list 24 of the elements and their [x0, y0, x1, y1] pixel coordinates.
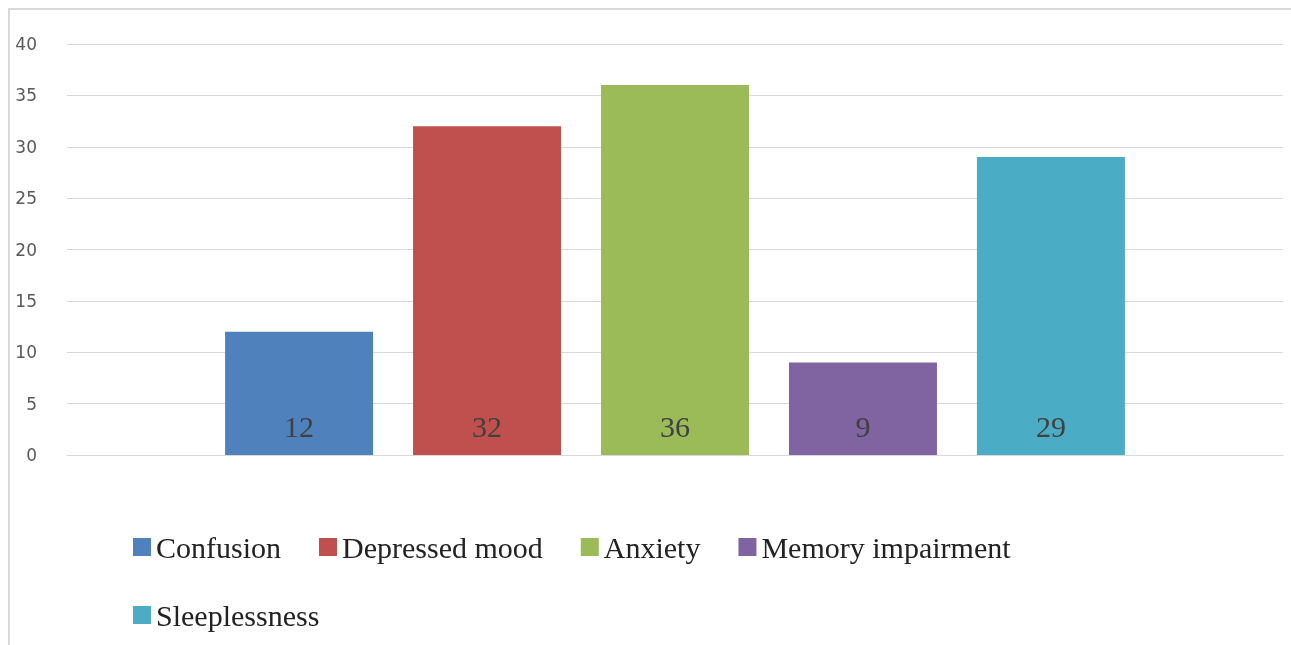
- y-tick-label: 40: [15, 34, 37, 54]
- bar: [601, 85, 749, 455]
- bar: [225, 331, 374, 455]
- y-tick-label: 5: [26, 393, 37, 414]
- bar: [976, 157, 1125, 455]
- bar: [413, 126, 562, 455]
- y-tick-label: 15: [15, 290, 37, 311]
- legend-label: Sleeplessness: [156, 598, 320, 632]
- data-label: 36: [660, 409, 690, 443]
- bar: [788, 362, 937, 455]
- y-tick-label: 10: [15, 342, 37, 363]
- legend-label: Memory impairment: [761, 530, 1012, 564]
- data-label: 32: [472, 409, 503, 443]
- data-label: 29: [1035, 409, 1066, 443]
- data-label: 9: [855, 409, 871, 443]
- y-tick-label: 20: [15, 239, 37, 260]
- y-tick-label: 25: [15, 188, 37, 209]
- y-tick-label: 0: [26, 445, 37, 465]
- y-tick-label: 30: [15, 136, 37, 157]
- data-label: 12: [284, 409, 315, 443]
- y-tick-label: 35: [15, 85, 37, 106]
- legend-label: Confusion: [156, 530, 282, 564]
- legend-label: Depressed mood: [342, 530, 543, 564]
- legend-label: Anxiety: [603, 530, 701, 564]
